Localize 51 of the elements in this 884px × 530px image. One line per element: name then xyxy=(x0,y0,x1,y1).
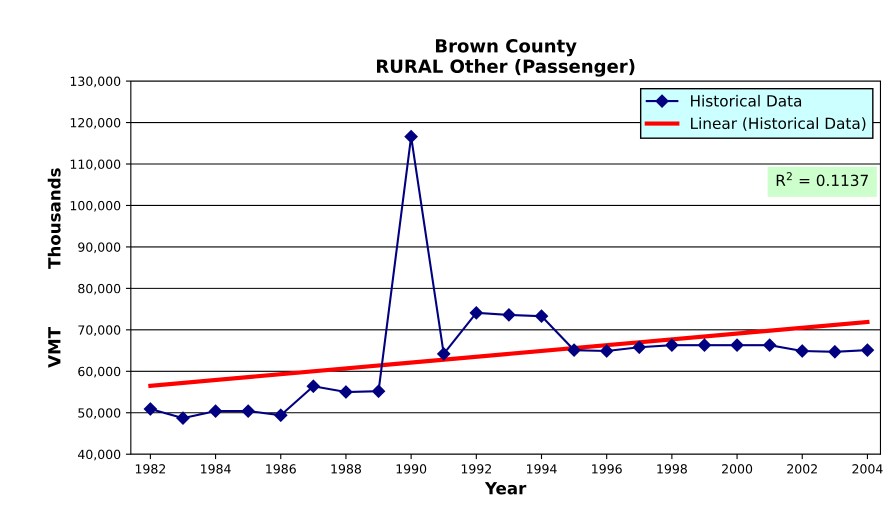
x-tick-label: 1988 xyxy=(331,464,361,474)
point xyxy=(568,344,581,357)
point xyxy=(828,345,842,358)
point xyxy=(144,402,157,416)
y-tick-label: 70,000 xyxy=(78,325,120,336)
point xyxy=(339,385,353,399)
chart-title: Brown County RURAL Other (Passenger) xyxy=(377,38,634,77)
legend-label: Historical Data xyxy=(691,94,802,107)
y-tick-label: 50,000 xyxy=(78,408,120,419)
y-tick-label: 120,000 xyxy=(70,118,120,129)
x-tick-label: 1990 xyxy=(396,464,426,474)
x-tick-label: 2004 xyxy=(852,464,883,474)
x-tick-label: 1986 xyxy=(266,464,296,474)
x-tick-label: 2002 xyxy=(787,464,817,474)
x-tick-label: 1994 xyxy=(526,464,557,474)
point xyxy=(698,338,712,352)
point xyxy=(437,347,450,360)
point xyxy=(796,344,809,358)
y-tick-label: 90,000 xyxy=(78,242,120,254)
point xyxy=(502,308,516,322)
point xyxy=(176,412,190,425)
point xyxy=(242,404,255,418)
legend-label: Linear (Historical Data) xyxy=(691,117,866,131)
x-tick-label: 1982 xyxy=(136,464,166,474)
point xyxy=(208,404,222,418)
x-tick-label: 1998 xyxy=(657,464,687,474)
y-tick-label: 80,000 xyxy=(78,284,120,295)
point xyxy=(600,344,614,358)
y-tick-label: 100,000 xyxy=(70,200,120,212)
annotation: R$^{2}$ = 0.1137 xyxy=(776,172,868,186)
point xyxy=(860,344,874,357)
x-tick-label: 2000 xyxy=(722,464,752,474)
point xyxy=(306,380,320,393)
x-axis-title: Year xyxy=(484,482,526,494)
point xyxy=(372,384,386,398)
point xyxy=(632,340,646,354)
x-tick-label: 1996 xyxy=(592,464,622,474)
y-tick-label: 130,000 xyxy=(70,76,120,88)
x-tick-label: 1992 xyxy=(462,464,491,474)
point xyxy=(534,310,548,323)
point xyxy=(763,338,776,352)
y-tick-label: 40,000 xyxy=(78,450,120,460)
x-tick-label: 1984 xyxy=(201,464,231,474)
point xyxy=(665,338,678,352)
point xyxy=(470,306,483,320)
y-tick-label: 110,000 xyxy=(70,159,120,170)
y-tick-label: 60,000 xyxy=(78,366,120,378)
point xyxy=(274,408,288,422)
point xyxy=(730,338,744,352)
y-axis-title: VMT Thousands xyxy=(48,168,61,368)
point xyxy=(404,130,418,144)
